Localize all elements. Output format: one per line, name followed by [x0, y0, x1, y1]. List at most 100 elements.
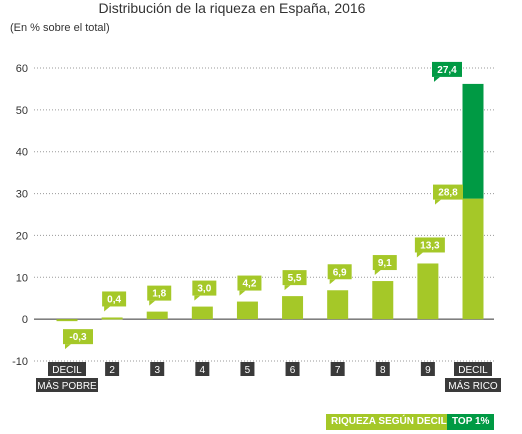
bar-decil-10 — [462, 198, 484, 320]
legend-item-top-1: TOP 1% — [447, 414, 495, 430]
category-text: 7 — [335, 365, 341, 376]
data-label-decil-3-text: 1,8 — [152, 289, 166, 300]
data-label-decil-4-box — [192, 280, 217, 296]
category-box — [195, 362, 210, 376]
bar-decil-4 — [191, 306, 213, 320]
bar-decil-3 — [146, 311, 168, 320]
bar-decil-6 — [282, 296, 304, 320]
category-box — [330, 362, 345, 376]
category-text: 4 — [200, 365, 206, 376]
data-label-decil-4-pointer — [194, 295, 201, 301]
category-label-7: 7 — [330, 362, 345, 376]
data-label-decil-10-pointer — [435, 199, 441, 205]
data-label-decil-7-text: 6,9 — [333, 267, 347, 278]
category-box — [240, 362, 255, 376]
category-label-10: DECIL — [454, 362, 492, 376]
y-tick-label: 20 — [16, 230, 28, 242]
category-label-2: 2 — [105, 362, 120, 376]
data-label-decil-3: 1,8 — [147, 285, 172, 306]
data-label-decil-9: 13,3 — [414, 237, 445, 258]
category-text: MÁS POBRE — [37, 379, 97, 392]
category-text: 5 — [245, 365, 251, 376]
data-label-decil-2-pointer — [104, 306, 111, 312]
category-label-9: 9 — [420, 362, 435, 376]
data-label-decil-2-text: 0,4 — [107, 294, 121, 305]
data-label-decil-9-box — [414, 237, 445, 253]
category-label-5: 5 — [240, 362, 255, 376]
y-tick-label: 10 — [16, 272, 28, 284]
category-box — [36, 378, 98, 392]
category-text: DECIL — [52, 365, 82, 376]
category-text: 3 — [154, 365, 160, 376]
category-box — [105, 362, 120, 376]
data-label-decil-8: 9,1 — [372, 255, 397, 276]
category-text: DECIL — [458, 365, 488, 376]
category-box — [445, 378, 501, 392]
category-box — [285, 362, 300, 376]
data-label-decil-9-pointer — [416, 252, 423, 258]
data-label-decil-10-text: 28,8 — [438, 188, 458, 199]
bar-decil-5 — [236, 301, 258, 320]
data-label-decil-8-box — [372, 255, 397, 271]
data-label-decil-10-box — [433, 184, 463, 200]
bar-decil-9 — [417, 263, 439, 320]
y-tick-label: 40 — [16, 147, 28, 159]
data-label-decil-6-pointer — [284, 285, 291, 291]
chart-title: Distribución de la riqueza en España, 20… — [99, 0, 366, 16]
category-box — [375, 362, 390, 376]
bar-decil-7 — [327, 290, 349, 320]
y-tick-label: 50 — [16, 105, 28, 117]
category-box — [454, 362, 492, 376]
data-label-decil-1-pointer — [65, 344, 71, 350]
category-labels: DECIL MÁS POBRE 2 3 4 5 6 7 8 9 DECIL MÁS RICO — [36, 362, 501, 392]
bars — [56, 83, 484, 322]
category-label-4: 4 — [195, 362, 210, 376]
category-label-1: DECIL — [48, 362, 86, 376]
category-text: MÁS RICO — [448, 379, 498, 392]
category-text: 6 — [290, 365, 296, 376]
data-label-decil-5-text: 4,2 — [242, 279, 256, 290]
data-label-decil-4: 3,0 — [192, 280, 217, 301]
data-labels: -0,3 0,4 1,8 3,0 4,2 5,5 6,9 9,1 13,3 28,8 27,4 — [63, 61, 463, 350]
category-label-8: 8 — [375, 362, 390, 376]
data-label-decil-3-box — [147, 285, 172, 301]
data-label-decil-2-box — [102, 291, 127, 307]
bar-top-1 — [462, 83, 484, 199]
y-axis-ticks: -10 0 10 20 30 40 50 60 — [12, 63, 28, 368]
y-tick-label: 0 — [22, 314, 28, 326]
category-box — [150, 362, 165, 376]
category-label-3: 3 — [150, 362, 165, 376]
category-box — [48, 362, 86, 376]
data-label-decil-1-box — [63, 329, 93, 345]
data-label-decil-8-text: 9,1 — [378, 258, 392, 269]
data-label-decil-7-box — [327, 264, 352, 280]
data-label-decil-8-pointer — [374, 270, 381, 276]
category-text: 9 — [425, 365, 431, 376]
data-label-top-1-pointer — [434, 76, 440, 82]
category-label-6: 6 — [285, 362, 300, 376]
data-label-decil-6: 5,5 — [282, 270, 307, 291]
bar-decil-8 — [372, 281, 394, 320]
chart-subtitle: (En % sobre el total) — [10, 22, 110, 34]
data-label-decil-1: -0,3 — [63, 329, 93, 350]
bar-decil-1 — [56, 319, 78, 322]
data-label-decil-5-box — [237, 275, 262, 291]
category-text: 8 — [380, 365, 386, 376]
data-label-decil-3-pointer — [149, 300, 156, 306]
data-label-decil-2: 0,4 — [102, 291, 127, 312]
data-label-decil-9-text: 13,3 — [420, 240, 440, 251]
category-label-1: MÁS POBRE — [36, 378, 98, 392]
data-label-decil-4-text: 3,0 — [197, 284, 211, 295]
y-tick-label: 30 — [16, 189, 28, 201]
data-label-decil-1-text: -0,3 — [69, 332, 87, 343]
bar-decil-2 — [101, 317, 123, 320]
data-label-decil-5-pointer — [239, 290, 246, 296]
data-label-top-1: 27,4 — [432, 61, 462, 82]
y-tick-label: 60 — [16, 63, 28, 75]
data-label-top-1-box — [432, 61, 462, 77]
data-label-decil-6-text: 5,5 — [288, 273, 302, 284]
data-label-decil-7: 6,9 — [327, 264, 352, 285]
y-tick-label: -10 — [12, 356, 28, 368]
data-label-decil-6-box — [282, 270, 307, 286]
